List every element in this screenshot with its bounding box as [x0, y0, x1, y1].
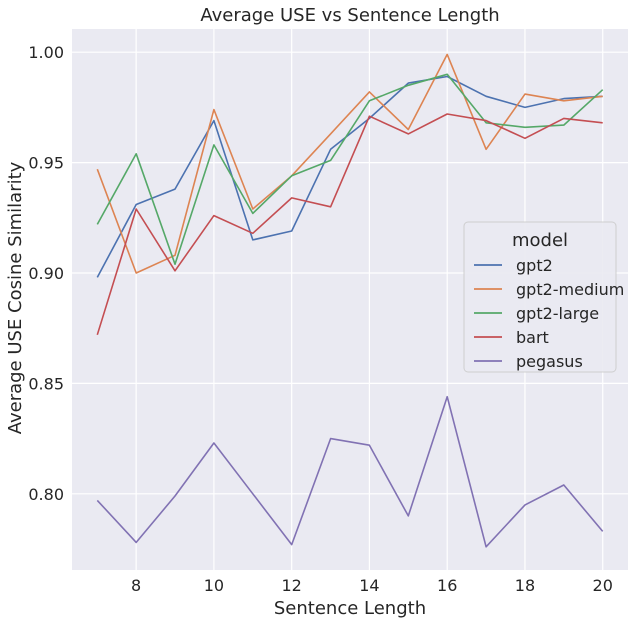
series-line-gpt2: [96, 75, 603, 278]
series-line-gpt2-medium: [96, 53, 603, 274]
y-axis-title: Average USE Cosine Similarity: [5, 161, 26, 434]
x-axis-title: Sentence Length: [274, 598, 426, 619]
legend-label-gpt2: gpt2: [516, 256, 553, 275]
x-tick-label: 20: [593, 576, 613, 595]
series-lines: [96, 53, 604, 548]
legend-label-pegasus: pegasus: [516, 352, 583, 371]
y-tick-labels: 0.80 0.85 0.90 0.95 1.00: [28, 43, 64, 504]
legend-title: model: [512, 230, 568, 251]
x-tick-label: 18: [515, 576, 535, 595]
y-tick-label: 1.00: [28, 43, 64, 62]
legend-label-bart: bart: [516, 328, 549, 347]
legend-label-gpt2-medium: gpt2-medium: [516, 280, 624, 299]
x-tick-label: 14: [359, 576, 379, 595]
chart-title: Average USE vs Sentence Length: [200, 5, 499, 26]
y-tick-label: 0.90: [28, 264, 64, 283]
x-tick-label: 16: [437, 576, 457, 595]
legend-box: [463, 221, 617, 373]
x-tick-label: 10: [204, 576, 224, 595]
legend-label-gpt2-large: gpt2-large: [516, 304, 599, 323]
x-tick-label: 8: [131, 576, 141, 595]
series-line-bart: [96, 113, 603, 336]
legend: model gpt2 gpt2-medium gpt2-large bart pegas…: [463, 221, 624, 373]
series-line-pegasus: [96, 395, 604, 548]
x-tick-labels: 8 10 12 14 16 18 20: [131, 576, 613, 595]
y-tick-label: 0.80: [28, 485, 64, 504]
x-tick-label: 12: [281, 576, 301, 595]
legend-items: gpt2 gpt2-medium gpt2-large bart pegasus: [474, 256, 624, 371]
series-line-gpt2-large: [96, 73, 604, 266]
y-tick-label: 0.85: [28, 374, 64, 393]
y-tick-label: 0.95: [28, 154, 64, 173]
